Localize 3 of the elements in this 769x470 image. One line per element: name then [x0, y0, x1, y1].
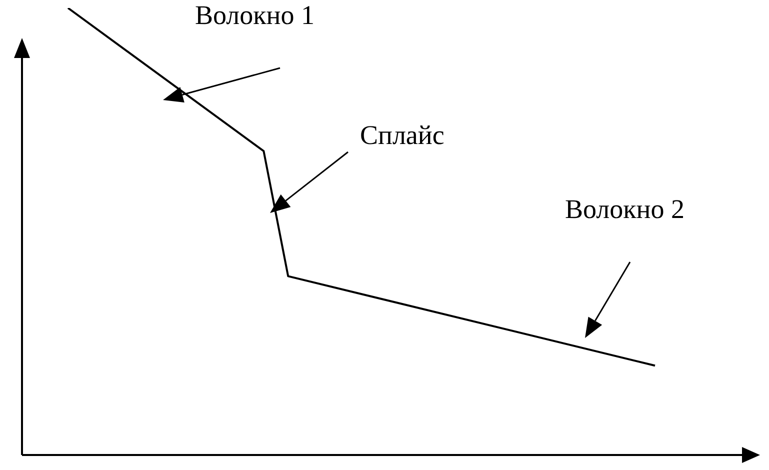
annotation: Волокно 1 [195, 0, 314, 30]
annotation: Сплайс [360, 120, 444, 150]
annotation: Волокно 2 [565, 194, 684, 224]
